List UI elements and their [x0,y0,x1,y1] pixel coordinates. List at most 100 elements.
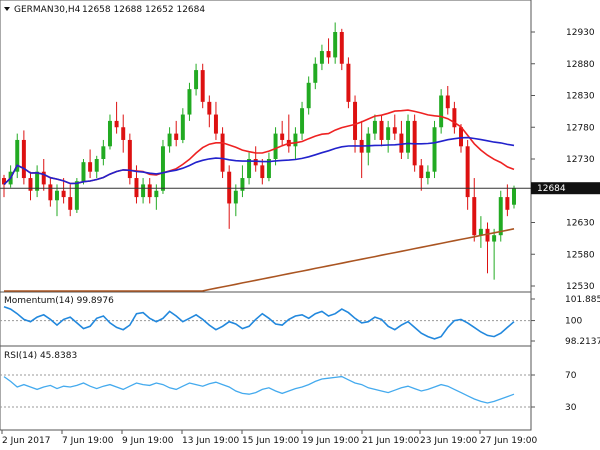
current-price-tag [531,182,600,195]
candle-body [346,63,351,102]
momentum-tick-label: 98.2137 [565,337,600,347]
candle-body [141,184,146,198]
moving-average-lines [3,109,515,292]
rsi-label: RSI(14) 45.8383 [4,351,77,361]
time-tick-label: 21 Jun 19:00 [362,436,419,446]
candle-body [94,159,99,172]
candle-body [48,184,53,201]
candle-body [207,101,212,115]
candle-body [41,171,46,185]
candle-body [15,139,20,172]
rsi-axis: 70 30 [0,371,577,413]
candle-body [220,133,225,172]
candle-body [498,197,503,236]
momentum-line [3,306,515,340]
momentum-panel [0,291,532,347]
candle-body [319,51,324,64]
candle-body [439,95,444,128]
candle-body [399,133,404,153]
candle-body [353,101,358,140]
momentum-label: Momentum(14) 99.8976 [4,296,114,306]
candle-body [492,235,497,242]
candle-body [55,190,59,201]
candle-body [147,184,152,198]
candle-body [280,133,285,140]
ohlc-values: 12658 12688 12652 12684 [82,5,205,15]
rsi-tick-label: 30 [565,403,577,413]
candle-body [2,178,6,185]
price-axis: 12930 12880 12830 12780 12730 12630 12580 12530 [531,28,595,292]
symbol-timeframe: GERMAN30,H4 [14,5,81,15]
candle-body [478,228,483,236]
candle-body [127,139,132,179]
time-tick-label: 19 Jun 19:00 [302,436,359,446]
candle-body [512,188,516,205]
candle-body [28,178,33,191]
time-tick-label: 2 Jun 2017 [2,436,50,446]
candle-body [68,197,73,210]
candle-body [61,190,66,198]
rsi-line [3,375,515,404]
price-tick-label: 12880 [566,60,595,70]
time-tick-label: 13 Jun 19:00 [182,436,239,446]
candle-body [293,133,298,147]
candle-body [386,127,391,140]
candle-body [74,181,79,210]
price-tick-label: 12530 [566,282,595,292]
candle-body [313,63,318,83]
price-tick-label: 12930 [566,28,595,38]
candle-body [213,114,218,134]
time-axis: 2 Jun 2017 7 Jun 19:00 9 Jun 19:00 13 Jun 1… [1,430,537,446]
candle-body [88,162,93,172]
candlestick-series [2,22,516,280]
candle-body [425,171,430,179]
candle-body [233,190,238,204]
candle-body [247,159,252,179]
candle-body [306,82,311,109]
candle-body [273,133,278,159]
momentum-tick-label: 101.8857 [565,295,600,305]
candle-body [333,32,338,58]
candle-body [465,146,470,198]
candle-body [419,165,424,179]
candle-body [154,190,159,198]
candle-body [121,127,126,140]
candle-body [266,159,271,179]
candle-body [21,139,26,179]
time-tick-label: 7 Jun 19:00 [62,436,114,446]
ma-mid-line [3,136,515,185]
momentum-path [3,306,515,340]
candle-body [260,165,265,179]
ma-slow-line [4,228,515,292]
candle-body [200,70,205,102]
momentum-axis: 101.8857 100 98.2137 [0,295,600,347]
candle-body [300,108,305,134]
candle-body [392,127,397,134]
candle-body [240,178,245,191]
candle-body [452,108,457,128]
candle-body [81,162,86,182]
candle-body [160,146,165,191]
candle-body [445,95,450,109]
candle-body [187,89,192,115]
candle-body [167,133,172,147]
header-label: GERMAN30,H4 12658 12688 12652 12684 [4,5,205,15]
candle-body [326,51,331,58]
candle-body [406,120,411,153]
candle-body [366,133,371,153]
rsi-tick-label: 70 [565,371,577,381]
time-tick-label: 15 Jun 19:00 [242,436,299,446]
time-tick-label: 9 Jun 19:00 [122,436,174,446]
candle-body [227,171,232,204]
candle-body [372,120,377,134]
candle-body [339,32,344,64]
candle-body [114,120,119,128]
price-tick-label: 12730 [566,155,595,165]
candle-body [253,159,258,166]
candle-body [107,120,112,147]
price-tick-label: 12780 [566,123,595,133]
candle-body [101,146,106,159]
price-tick-label: 12580 [566,250,595,260]
price-panel [0,0,532,293]
